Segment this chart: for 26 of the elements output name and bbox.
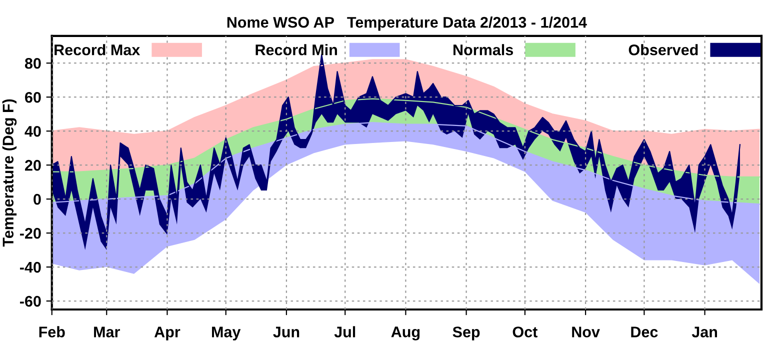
legend-label: Record Max: [54, 44, 140, 56]
y-tick-label: 20: [25, 160, 41, 171]
x-tick-label: Apr: [154, 326, 180, 340]
y-tick-label: -20: [20, 228, 41, 239]
x-tick-label: Aug: [391, 326, 420, 340]
x-tick-label: Jul: [334, 326, 356, 338]
legend-label: Normals: [454, 44, 514, 56]
y-tick-label: 40: [24, 126, 41, 137]
y-axis-title: Temperature (Deg F): [2, 99, 17, 247]
x-tick-label: May: [212, 326, 241, 340]
y-tick-label: 0: [34, 194, 41, 205]
x-tick-label: Feb: [39, 326, 65, 338]
x-tick-label: Dec: [631, 326, 658, 338]
y-tick-label: 60: [25, 92, 41, 103]
chart-title: Nome WSO AP Temperature Data 2/2013 - 1/2014: [227, 16, 587, 31]
x-tick-label: Sep: [452, 326, 480, 340]
legend-label: Observed: [628, 44, 698, 56]
x-tick-label: Mar: [94, 326, 120, 338]
y-tick-label: -40: [20, 262, 41, 273]
legend-label: Record Min: [256, 44, 337, 56]
x-tick-label: Oct: [512, 326, 538, 338]
x-tick-label: Jan: [692, 326, 718, 338]
y-tick-label: -60: [20, 296, 41, 307]
x-tick-label: Nov: [572, 326, 600, 338]
x-tick-label: Jun: [273, 326, 300, 338]
y-tick-label: 80: [24, 58, 41, 69]
